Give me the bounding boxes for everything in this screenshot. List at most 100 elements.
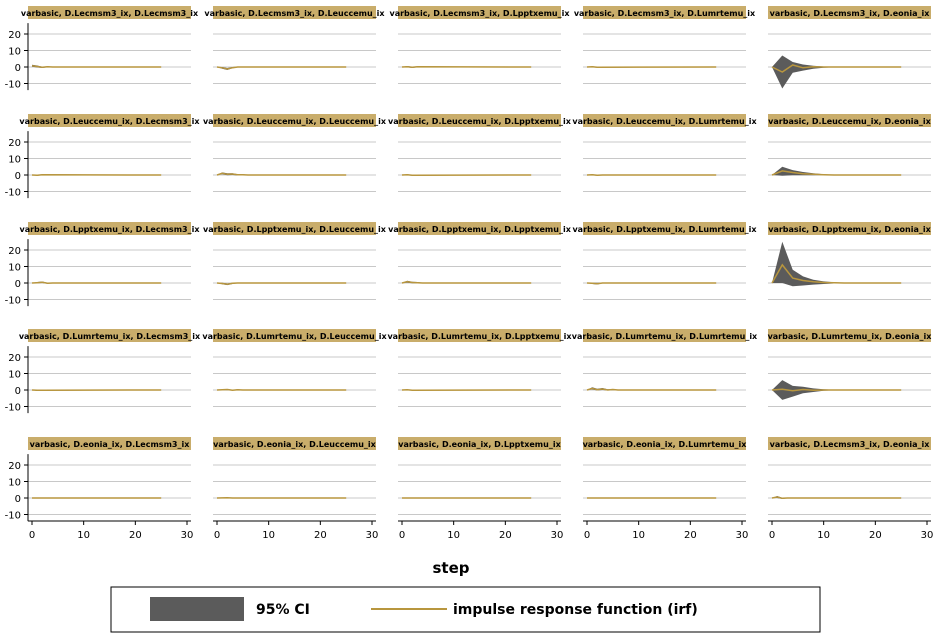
- panel-title-strip: [583, 329, 746, 342]
- panel-title-strip: [398, 437, 561, 450]
- y-tick-label: 20: [8, 461, 21, 472]
- y-tick-label: -10: [5, 403, 21, 414]
- irf-line: [771, 388, 902, 392]
- panel-title-strip: [583, 6, 746, 19]
- x-tick-label: 30: [921, 530, 933, 541]
- panel: varbasic, D.eonia_ix, D.Lpptxemu_ix 0 10 20…: [398, 437, 563, 541]
- panel-title-strip: [28, 437, 191, 450]
- panel: varbasic, D.Lecmsm3_ix, D.Leuccemu_ix: [204, 6, 385, 84]
- y-tick-label: -10: [5, 80, 21, 91]
- panel-title: varbasic, D.Lecmsm3_ix, D.Lecmsm3_ix: [21, 9, 199, 18]
- x-tick-label: 30: [366, 530, 379, 541]
- legend-ci-label: 95% CI: [256, 602, 310, 618]
- panel-title: varbasic, D.Leuccemu_ix, D.eonia_ix: [768, 117, 932, 126]
- irf-line: [771, 170, 902, 176]
- irf-line: [216, 388, 347, 391]
- y-tick-label: 10: [8, 478, 21, 489]
- y-tick-label: -10: [5, 188, 21, 199]
- panel: varbasic, D.Lumrtemu_ix, D.Lecmsm3_ix -10…: [5, 329, 201, 414]
- panel: varbasic, D.Leuccemu_ix, D.Leuccemu_ix: [203, 114, 387, 192]
- y-tick-label: 10: [8, 155, 21, 166]
- panel: varbasic, D.Lecmsm3_ix, D.eonia_ix: [768, 6, 931, 89]
- irf-line: [31, 64, 162, 69]
- x-tick-label: 10: [817, 530, 830, 541]
- panel: varbasic, D.Lpptxemu_ix, D.eonia_ix: [768, 222, 932, 300]
- x-tick-label: 10: [632, 530, 645, 541]
- legend: 95% CI impulse response function (irf): [110, 586, 821, 633]
- irf-line: [401, 173, 532, 176]
- panel: varbasic, D.Lpptxemu_ix, D.Lumrtemu_ix: [572, 222, 757, 300]
- panel-title-strip: [398, 222, 561, 235]
- panel: varbasic, D.eonia_ix, D.Lecmsm3_ix -10 0 10…: [5, 437, 194, 541]
- panel-title: varbasic, D.Lumrtemu_ix, D.Lecmsm3_ix: [19, 332, 201, 341]
- panel-title: varbasic, D.Lpptxemu_ix, D.Lpptxemu_ix: [388, 225, 572, 234]
- panel: varbasic, D.Lecmsm3_ix, D.eonia_ix 0 10 20 3…: [768, 437, 933, 541]
- panel-title-strip: [28, 329, 191, 342]
- panel-title: varbasic, D.Lpptxemu_ix, D.Leuccemu_ix: [203, 225, 387, 234]
- x-tick-label: 20: [499, 530, 512, 541]
- panel-title: varbasic, D.Lpptxemu_ix, D.Lecmsm3_ix: [20, 225, 201, 234]
- y-tick-label: 20: [8, 353, 21, 364]
- panel: varbasic, D.Leuccemu_ix, D.Lpptxemu_ix: [388, 114, 572, 192]
- panel: varbasic, D.Leuccemu_ix, D.Lumrtemu_ix: [572, 114, 757, 192]
- x-axis-title: step: [432, 559, 469, 577]
- panel-title: varbasic, D.eonia_ix, D.Lecmsm3_ix: [30, 440, 191, 449]
- panel-title: varbasic, D.Lumrtemu_ix, D.Lpptxemu_ix: [387, 332, 572, 341]
- y-tick-label: 0: [15, 279, 21, 290]
- irf-line: [771, 64, 902, 73]
- panel-title-strip: [768, 437, 931, 450]
- panel: varbasic, D.Lecmsm3_ix, D.Lpptxemu_ix: [390, 6, 571, 84]
- y-tick-label: 20: [8, 246, 21, 257]
- ci-band: [587, 387, 717, 391]
- panel: varbasic, D.Lumrtemu_ix, D.Lumrtemu_ix: [572, 329, 758, 407]
- panel-title: varbasic, D.Lecmsm3_ix, D.eonia_ix: [770, 440, 931, 449]
- panel-title: varbasic, D.Lecmsm3_ix, D.Leuccemu_ix: [204, 9, 385, 18]
- panel-title-strip: [768, 114, 931, 127]
- panel: varbasic, D.Lumrtemu_ix, D.Lpptxemu_ix: [387, 329, 572, 407]
- irf-line: [31, 281, 162, 284]
- panel-title-strip: [583, 437, 746, 450]
- y-tick-label: 0: [15, 63, 21, 74]
- panel-title-strip: [213, 437, 376, 450]
- x-tick-label: 0: [29, 530, 35, 541]
- panel-title-strip: [213, 6, 376, 19]
- panel-title-strip: [213, 329, 376, 342]
- y-tick-label: 20: [8, 138, 21, 149]
- panel-title-strip: [768, 6, 931, 19]
- x-tick-label: 30: [181, 530, 194, 541]
- panel-title: varbasic, D.Leuccemu_ix, D.Lpptxemu_ix: [388, 117, 572, 126]
- x-tick-label: 10: [447, 530, 460, 541]
- irf-line: [216, 172, 347, 176]
- irf-line: [586, 174, 717, 177]
- panel-title: varbasic, D.Lecmsm3_ix, D.Lpptxemu_ix: [390, 9, 571, 18]
- x-tick-label: 0: [584, 530, 590, 541]
- panel: varbasic, D.eonia_ix, D.Lumrtemu_ix 0 10 20…: [583, 437, 748, 541]
- x-tick-label: 30: [551, 530, 564, 541]
- panel: varbasic, D.Lpptxemu_ix, D.Lecmsm3_ix -10…: [5, 222, 201, 307]
- ci-band: [772, 55, 902, 89]
- x-tick-label: 20: [684, 530, 697, 541]
- x-tick-label: 0: [769, 530, 775, 541]
- panel: varbasic, D.Lpptxemu_ix, D.Lpptxemu_ix: [388, 222, 572, 300]
- panel-title: varbasic, D.Lumrtemu_ix, D.Lumrtemu_ix: [572, 332, 758, 341]
- ci-band: [772, 241, 902, 287]
- legend-ci-swatch: [150, 597, 244, 621]
- panel-title: varbasic, D.Lpptxemu_ix, D.Lumrtemu_ix: [572, 225, 757, 234]
- panel-title-strip: [398, 114, 561, 127]
- y-tick-label: -10: [5, 511, 21, 522]
- x-tick-label: 20: [129, 530, 142, 541]
- y-tick-label: 0: [15, 386, 21, 397]
- panel-title: varbasic, D.eonia_ix, D.Leuccemu_ix: [213, 440, 377, 449]
- x-tick-label: 20: [869, 530, 882, 541]
- irf-line: [216, 282, 347, 286]
- irf-line: [401, 65, 532, 69]
- y-tick-label: 0: [15, 171, 21, 182]
- irf-line: [771, 496, 902, 500]
- x-tick-label: 10: [262, 530, 275, 541]
- irf-line: [31, 174, 162, 177]
- irf-line: [401, 280, 532, 284]
- y-tick-label: 0: [15, 494, 21, 505]
- panel: varbasic, D.Lumrtemu_ix, D.eonia_ix: [768, 329, 932, 407]
- x-tick-label: 20: [314, 530, 327, 541]
- panel-title: varbasic, D.Leuccemu_ix, D.Leuccemu_ix: [203, 117, 387, 126]
